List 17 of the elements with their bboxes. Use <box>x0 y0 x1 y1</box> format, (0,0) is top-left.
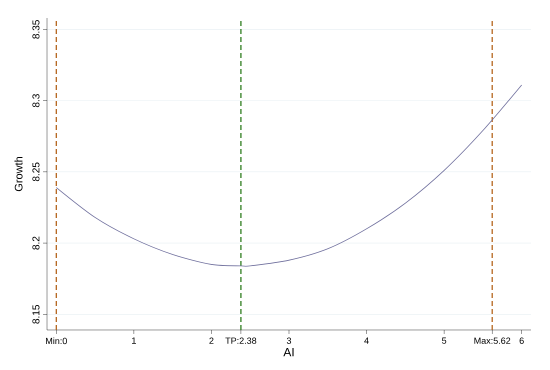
x-tick-label: TP:2.38 <box>225 338 256 344</box>
y-tick-label: 8.3 <box>32 94 40 108</box>
y-tick-label: 8.25 <box>32 162 40 182</box>
x-tick-label: Min:0 <box>46 338 67 344</box>
x-tick-label: 2 <box>209 338 214 344</box>
y-tick-label: 8.35 <box>32 20 40 39</box>
x-tick-label: 3 <box>286 338 292 344</box>
x-tick-label: 5 <box>442 338 446 344</box>
x-tick-label: 1 <box>132 338 136 344</box>
y-tick-label: 8.2 <box>32 236 40 250</box>
y-tick-label: 8.15 <box>32 305 40 324</box>
x-axis-title: AI <box>283 348 294 356</box>
x-tick-label: Max:5.62 <box>474 338 510 344</box>
y-axis-title: Growth <box>14 156 23 192</box>
x-tick-label: 4 <box>364 338 369 344</box>
x-tick-label: 6 <box>520 338 524 344</box>
line-series <box>56 84 522 267</box>
